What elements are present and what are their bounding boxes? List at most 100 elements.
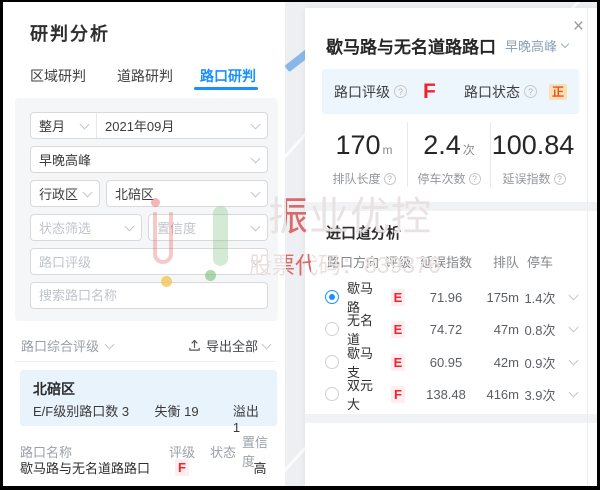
region-select[interactable]: 北碚区 — [106, 180, 268, 207]
table-row[interactable]: 歇马路与无名道路路口 F 高 — [20, 458, 278, 477]
tab-intersection-analysis[interactable]: 路口研判 — [200, 68, 256, 84]
queue-value: 47m — [493, 321, 519, 337]
section-divider — [305, 202, 597, 211]
stat-queue-length: 170 m 排队长度? — [321, 122, 407, 187]
question-circle-icon[interactable]: ? — [468, 172, 481, 185]
grade-badge: F — [391, 385, 405, 403]
sort-select[interactable]: 路口综合评级 — [21, 336, 115, 355]
month-select[interactable]: 2021年09月 — [97, 113, 267, 138]
section-divider — [305, 414, 597, 423]
queue-value: 175m — [486, 289, 519, 305]
intersection-grade: F — [423, 79, 436, 103]
status-label: 路口状态 — [463, 83, 520, 100]
expand-chevron-icon[interactable] — [568, 290, 579, 301]
chevron-down-icon — [250, 255, 261, 265]
chevron-down-icon — [124, 221, 135, 231]
detail-title: 歇马路与无名道路路口 — [326, 38, 496, 57]
approach-table-header: 路口方向 评级 延误指数 排队 停车 — [327, 255, 553, 270]
export-icon — [189, 339, 200, 351]
stats-row: 170 m 排队长度? 2.4 次 停车次数? 100.84 延误指数? — [321, 122, 577, 187]
direction-name: 歇马支 — [347, 346, 374, 380]
confidence-select[interactable]: 置信度 — [148, 214, 268, 241]
delay-value: 60.95 — [429, 354, 463, 370]
radio-unselected[interactable] — [325, 387, 339, 401]
export-all-button[interactable]: 导出全部 — [188, 336, 272, 355]
period-select-group: 整月 2021年09月 — [30, 112, 268, 139]
confidence-value: 高 — [253, 461, 267, 476]
grade-badge: E — [390, 288, 406, 306]
search-input[interactable] — [30, 282, 268, 309]
chevron-down-icon — [82, 187, 93, 197]
divider — [15, 361, 275, 362]
ef-count: E/F级别路口数 3 — [33, 404, 130, 419]
approach-row[interactable]: 无名道 E 74.72 47m 0.8次 — [325, 310, 579, 347]
approach-row[interactable]: 双元大 F 138.48 416m 3.9次 — [325, 375, 579, 412]
stops-value: 0.9次 — [524, 355, 556, 371]
radio-unselected[interactable] — [325, 355, 339, 369]
intersection-detail-panel: × 歇马路与无名道路路口 早晚高峰 路口评级 ? F 路口状态 ? 正 170 m… — [305, 8, 597, 486]
chevron-down-icon — [261, 339, 272, 349]
radio-selected[interactable] — [325, 290, 339, 304]
list-toolbar: 路口综合评级 导出全部 — [21, 336, 272, 355]
district-name: 北碚区 — [33, 381, 75, 397]
stat-stop-count: 2.4 次 停车次数? — [407, 122, 490, 187]
expand-chevron-icon[interactable] — [568, 387, 579, 398]
chevron-down-icon — [250, 153, 261, 163]
approach-analysis-title: 进口道分析 — [326, 225, 402, 242]
grade-badge: F — [175, 459, 189, 476]
question-circle-icon[interactable]: ? — [383, 172, 396, 185]
peak-select[interactable]: 早晚高峰 — [30, 146, 268, 173]
chevron-down-icon — [250, 119, 261, 129]
period-type-select[interactable]: 整月 — [31, 113, 97, 138]
analysis-panel: 研判分析 区域研判 道路研判 路口研判 整月 2021年09月 — [3, 2, 285, 486]
stops-value: 0.8次 — [524, 322, 556, 338]
queue-value: 42m — [493, 354, 519, 370]
region-type-select[interactable]: 行政区 — [30, 180, 100, 207]
approach-row[interactable]: 歇马路 E 71.96 175m 1.4次 — [325, 278, 579, 315]
active-tab-underline — [194, 87, 258, 90]
app-canvas: 研判分析 区域研判 道路研判 路口研判 整月 2021年09月 — [3, 2, 597, 486]
chevron-down-icon — [250, 187, 261, 197]
chevron-down-icon — [79, 119, 90, 129]
page-title: 研判分析 — [30, 24, 110, 44]
imbalance-count: 失衡 19 — [154, 404, 199, 419]
chevron-down-icon — [250, 221, 261, 231]
tab-region-analysis[interactable]: 区域研判 — [30, 68, 86, 84]
chevron-down-icon — [560, 39, 570, 49]
tab-road-analysis[interactable]: 道路研判 — [117, 68, 173, 84]
stat-delay-index: 100.84 延误指数? — [490, 122, 577, 187]
direction-name: 歇马路 — [347, 281, 374, 315]
grade-select[interactable]: 路口评级 — [30, 248, 268, 275]
close-icon[interactable]: × — [572, 16, 584, 37]
grade-badge: E — [390, 353, 406, 371]
district-summary-card[interactable]: 北碚区 E/F级别路口数 3 失衡 19 溢出 1 — [20, 370, 277, 435]
chevron-down-icon — [104, 339, 115, 349]
direction-name: 无名道 — [347, 313, 374, 347]
delay-value: 71.96 — [429, 289, 463, 305]
grade-label: 路口评级 — [334, 83, 390, 100]
question-circle-icon[interactable]: ? — [523, 85, 537, 98]
stops-value: 3.9次 — [524, 387, 556, 403]
approach-row[interactable]: 歇马支 E 60.95 42m 0.9次 — [325, 343, 579, 380]
queue-value: 416m — [486, 386, 519, 402]
expand-chevron-icon[interactable] — [568, 322, 579, 333]
grade-status-card: 路口评级 ? F 路口状态 ? 正 — [322, 69, 579, 114]
status-filter-select[interactable]: 状态筛选 — [30, 214, 142, 241]
delay-value: 138.48 — [426, 386, 466, 402]
overflow-count: 溢出 1 — [232, 404, 259, 435]
delay-value: 74.72 — [429, 321, 463, 337]
intersection-table-header: 路口名称 评级 状态 置信度 — [20, 435, 269, 469]
stops-value: 1.4次 — [524, 290, 556, 306]
status-badge: 正 — [548, 83, 567, 100]
grade-badge: E — [390, 320, 406, 338]
question-circle-icon[interactable]: ? — [553, 172, 566, 185]
peak-period-select[interactable]: 早晚高峰 — [505, 36, 570, 55]
scrollbar-track[interactable] — [587, 8, 588, 486]
intersection-name: 歇马路与无名道路路口 — [20, 461, 151, 476]
filter-container: 整月 2021年09月 早晚高峰 行政区 — [15, 98, 278, 321]
direction-name: 双元大 — [347, 378, 374, 412]
expand-chevron-icon[interactable] — [568, 355, 579, 366]
radio-unselected[interactable] — [325, 322, 339, 336]
question-circle-icon[interactable]: ? — [394, 85, 407, 98]
